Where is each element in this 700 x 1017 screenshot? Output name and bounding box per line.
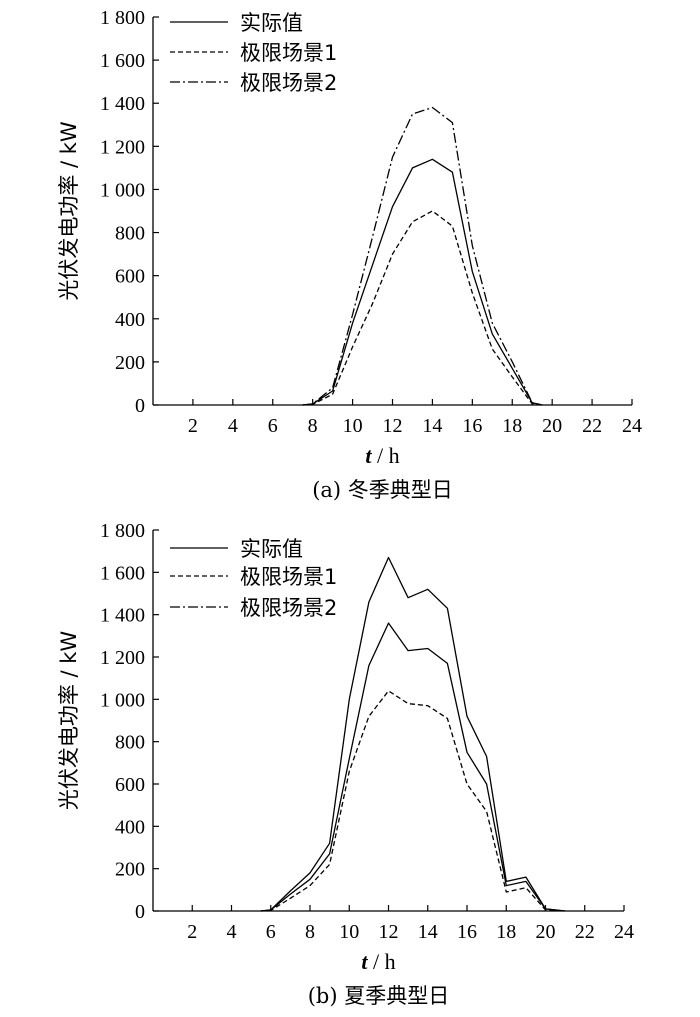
chart-b-y-tick-label: 400 <box>115 816 145 838</box>
chart-a-x-tick-label: 22 <box>582 415 602 437</box>
chart-b-y-tick-label: 800 <box>115 732 145 754</box>
chart-b-y-tick-label: 1 400 <box>100 605 145 627</box>
chart-b-legend-label-2: 极限场景1 <box>240 565 337 589</box>
chart-b-x-axis-label: t / h <box>361 949 395 974</box>
chart-b-series-2 <box>260 690 566 912</box>
chart-b-x-tick-label: 2 <box>187 921 197 943</box>
chart-b-series-1 <box>260 622 566 912</box>
chart-a-x-tick-label: 20 <box>542 415 562 437</box>
chart-a-x-tick-label: 14 <box>422 415 442 437</box>
chart-a-y-tick-label: 800 <box>115 223 145 245</box>
chart-a-x-tick-label: 4 <box>228 415 238 437</box>
chart-b-x-tick-label: 24 <box>614 921 634 943</box>
chart-b-y-tick-label: 1 000 <box>100 689 145 711</box>
chart-b-y-tick-label: 1 200 <box>100 647 145 669</box>
chart-a-series-2 <box>302 210 543 406</box>
chart-b-y-tick-label: 200 <box>115 859 145 881</box>
chart-a-x-tick-label: 18 <box>502 415 522 437</box>
chart-b-caption: (b) 夏季典型日 <box>308 984 450 1008</box>
chart-a-caption: (a) 冬季典型日 <box>312 478 453 502</box>
chart-b-legend-label-3: 极限场景2 <box>240 596 337 620</box>
chart-b-x-tick-label: 18 <box>496 921 516 943</box>
chart-a-series-3 <box>302 106 543 406</box>
chart-a-legend-label-3: 极限场景2 <box>240 71 337 95</box>
chart-b-y-tick-label: 1 800 <box>100 520 145 542</box>
chart-a-x-tick-label: 12 <box>383 415 403 437</box>
chart-b-x-tick-label: 20 <box>536 921 556 943</box>
chart-b-x-tick-label: 10 <box>339 921 359 943</box>
chart-b-y-tick-label: 1 600 <box>100 562 145 584</box>
chart-a-y-tick-label: 600 <box>115 266 145 288</box>
chart-b-series-3 <box>260 556 566 912</box>
chart-b-x-tick-label: 12 <box>379 921 399 943</box>
chart-b-y-tick-label: 0 <box>135 901 145 923</box>
chart-a-y-tick-label: 200 <box>115 352 145 374</box>
chart-a-y-tick-label: 0 <box>135 395 145 417</box>
chart-a-y-tick-label: 1 200 <box>100 136 145 158</box>
chart-a-x-tick-label: 16 <box>462 415 482 437</box>
chart-a-series-1 <box>302 158 543 406</box>
chart-a-x-tick-label: 8 <box>308 415 318 437</box>
chart-a-y-tick-label: 400 <box>115 309 145 331</box>
chart-a-y-tick-label: 1 600 <box>100 50 145 72</box>
chart-a-y-tick-label: 1 800 <box>100 7 145 29</box>
chart-a-x-tick-label: 24 <box>622 415 642 437</box>
chart-b-x-tick-label: 4 <box>227 921 237 943</box>
chart-b-x-tick-label: 16 <box>457 921 477 943</box>
chart-a-legend-label-1: 实际值 <box>240 11 303 35</box>
chart-a-x-tick-label: 2 <box>188 415 198 437</box>
chart-a-x-tick-label: 6 <box>268 415 278 437</box>
chart-b-x-tick-label: 14 <box>418 921 438 943</box>
chart-a-y-tick-label: 1 000 <box>100 179 145 201</box>
chart-a-y-tick-label: 1 400 <box>100 93 145 115</box>
chart-b-y-axis-label: 光伏发电功率 / kW <box>57 631 81 811</box>
chart-b-x-tick-label: 8 <box>305 921 315 943</box>
chart-a-legend-label-2: 极限场景1 <box>240 41 337 65</box>
chart-b-x-tick-label: 22 <box>575 921 595 943</box>
chart-a-x-tick-label: 10 <box>343 415 363 437</box>
chart-a-x-axis-label: t / h <box>365 443 399 468</box>
chart-b-y-tick-label: 600 <box>115 774 145 796</box>
chart-b-legend-label-1: 实际值 <box>240 537 303 561</box>
chart-b-x-tick-label: 6 <box>266 921 276 943</box>
chart-a-y-axis-label: 光伏发电功率 / kW <box>57 121 81 301</box>
